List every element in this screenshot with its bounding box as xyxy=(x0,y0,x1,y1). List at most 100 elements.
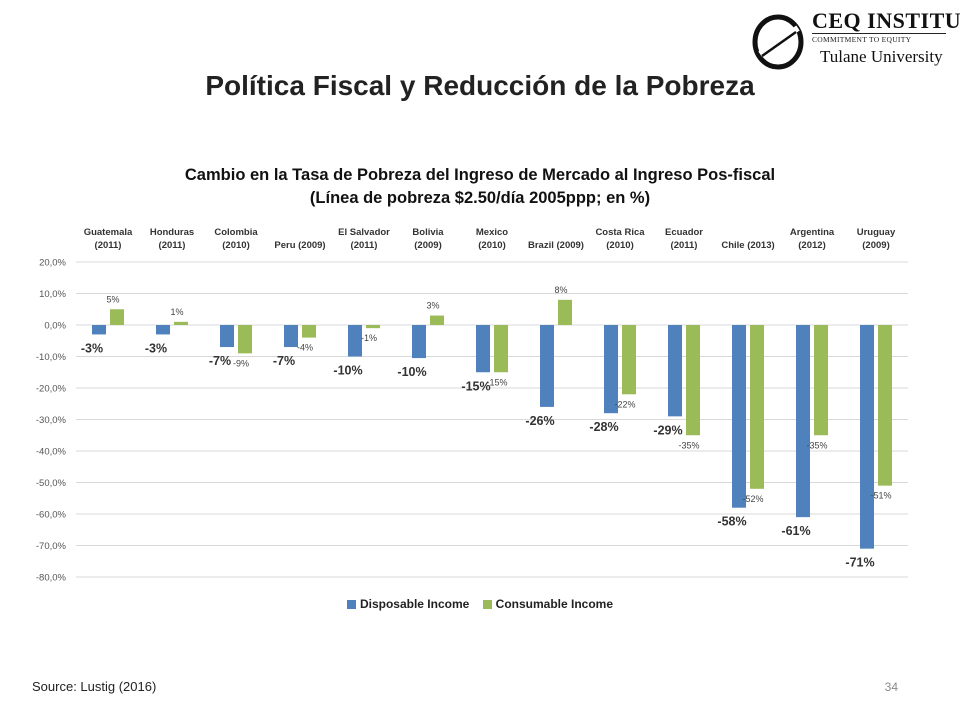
data-label-disposable: -28% xyxy=(589,420,618,434)
bar-chart: 20,0% 10,0% 0,0% -10,0% -20,0% -30,0% -40,0% -5… xyxy=(36,227,908,584)
bar-consumable xyxy=(814,325,828,436)
legend-item-disposable: Disposable Income xyxy=(346,597,470,611)
bar-disposable xyxy=(284,325,298,348)
slide-title: Política Fiscal y Reducción de la Pobrez… xyxy=(205,70,755,101)
data-label-consumable: 8% xyxy=(554,285,567,295)
source-note: Source: Lustig (2016) xyxy=(32,679,157,694)
bar-consumable xyxy=(686,325,700,436)
bar-disposable xyxy=(732,325,746,508)
ceq-logo: CEQ INSTITUTE COMMITMENT TO EQUITY Tulan… xyxy=(752,8,960,72)
data-label-disposable: -61% xyxy=(781,524,810,538)
category-label: Argentina xyxy=(790,227,835,238)
chart-title: Cambio en la Tasa de Pobreza del Ingreso… xyxy=(0,164,960,210)
data-label-consumable: 5% xyxy=(106,294,119,304)
category-label: Brazil (2009) xyxy=(528,240,584,251)
data-label-consumable: -1% xyxy=(361,333,377,343)
category-label: Chile (2013) xyxy=(721,240,774,251)
category-label: Colombia xyxy=(214,227,258,238)
legend-label-disposable: Disposable Income xyxy=(359,597,470,611)
data-label-consumable: -51% xyxy=(870,491,891,501)
page-number: 34 xyxy=(884,680,898,694)
data-label-disposable: -7% xyxy=(209,354,231,368)
category-label: (2012) xyxy=(798,240,825,251)
bar-disposable xyxy=(220,325,234,348)
y-tick-label: -40,0% xyxy=(36,447,67,458)
bar-consumable xyxy=(558,299,572,325)
y-tick-label: -20,0% xyxy=(36,384,67,395)
category-label: (2011) xyxy=(95,240,122,251)
bar-consumable xyxy=(238,325,252,354)
bar-disposable xyxy=(92,325,106,335)
data-label-disposable: -7% xyxy=(273,354,295,368)
bar-disposable xyxy=(668,325,682,417)
bar-consumable xyxy=(878,325,892,486)
bar-disposable xyxy=(156,325,170,335)
chart-title-line-1: Cambio en la Tasa de Pobreza del Ingreso… xyxy=(184,166,776,184)
category-label: El Salvador xyxy=(338,227,390,238)
y-tick-label: -80,0% xyxy=(36,573,67,584)
category-label: Honduras xyxy=(150,227,194,238)
data-label-consumable: 3% xyxy=(426,301,439,311)
category-label: Costa Rica xyxy=(595,227,645,238)
logo-divider xyxy=(812,33,946,34)
bar-consumable xyxy=(750,325,764,489)
data-label-consumable: -35% xyxy=(806,440,827,450)
bar-disposable xyxy=(348,325,362,357)
data-label-disposable: -3% xyxy=(145,341,167,355)
chart-title-line-2: (Línea de pobreza $2.50/día 2005ppp; en … xyxy=(309,189,651,207)
y-tick-label: 20,0% xyxy=(39,258,66,269)
y-tick-label: 10,0% xyxy=(39,289,66,300)
category-label: Uruguay xyxy=(857,227,896,238)
category-label: Ecuador xyxy=(665,227,703,238)
y-tick-label: -60,0% xyxy=(36,510,67,521)
data-label-disposable: -71% xyxy=(845,556,874,570)
legend-label-consumable: Consumable Income xyxy=(495,597,614,611)
ceq-emblem-icon xyxy=(752,14,804,70)
y-tick-label: -70,0% xyxy=(36,541,67,552)
data-label-disposable: -15% xyxy=(461,379,490,393)
data-label-consumable: -15% xyxy=(486,377,507,387)
data-label-consumable: -9% xyxy=(233,358,249,368)
data-label-disposable: -10% xyxy=(397,365,426,379)
logo-university: Tulane University xyxy=(820,47,943,66)
category-label: (2010) xyxy=(222,240,249,251)
bar-disposable xyxy=(540,325,554,407)
bar-consumable xyxy=(430,315,444,325)
bar-consumable xyxy=(174,321,188,325)
legend-swatch-disposable xyxy=(346,599,356,609)
data-label-disposable: -29% xyxy=(653,423,682,437)
category-label: Peru (2009) xyxy=(274,240,325,251)
category-label: Mexico xyxy=(476,227,508,238)
bar-disposable xyxy=(412,325,426,359)
legend-swatch-consumable xyxy=(482,599,492,609)
category-label: (2009) xyxy=(414,240,441,251)
data-label-disposable: -26% xyxy=(525,414,554,428)
logo-title: CEQ INSTITUTE xyxy=(812,8,960,33)
legend-item-consumable: Consumable Income xyxy=(482,597,614,611)
data-label-consumable: 1% xyxy=(170,307,183,317)
bar-consumable xyxy=(494,325,508,373)
data-label-disposable: -3% xyxy=(81,341,103,355)
category-label: (2011) xyxy=(159,240,186,251)
data-label-disposable: -58% xyxy=(717,515,746,529)
data-label-disposable: -10% xyxy=(333,364,362,378)
category-label: (2010) xyxy=(606,240,633,251)
bar-disposable xyxy=(476,325,490,373)
bar-disposable xyxy=(860,325,874,549)
category-label: (2009) xyxy=(862,240,889,251)
data-label-consumable: -4% xyxy=(297,343,313,353)
category-label: (2011) xyxy=(351,240,378,251)
data-label-consumable: -35% xyxy=(678,440,699,450)
bar-consumable xyxy=(622,325,636,395)
category-label: (2010) xyxy=(478,240,505,251)
logo-subtitle: COMMITMENT TO EQUITY xyxy=(812,35,912,44)
bar-disposable xyxy=(604,325,618,414)
bar-disposable xyxy=(796,325,810,518)
category-label: (2011) xyxy=(671,240,698,251)
bar-consumable xyxy=(366,325,380,329)
y-tick-label: -10,0% xyxy=(36,352,67,363)
data-label-consumable: -22% xyxy=(614,399,635,409)
y-tick-label: -30,0% xyxy=(36,415,67,426)
y-tick-label: 0,0% xyxy=(44,321,66,332)
bar-consumable xyxy=(302,325,316,338)
